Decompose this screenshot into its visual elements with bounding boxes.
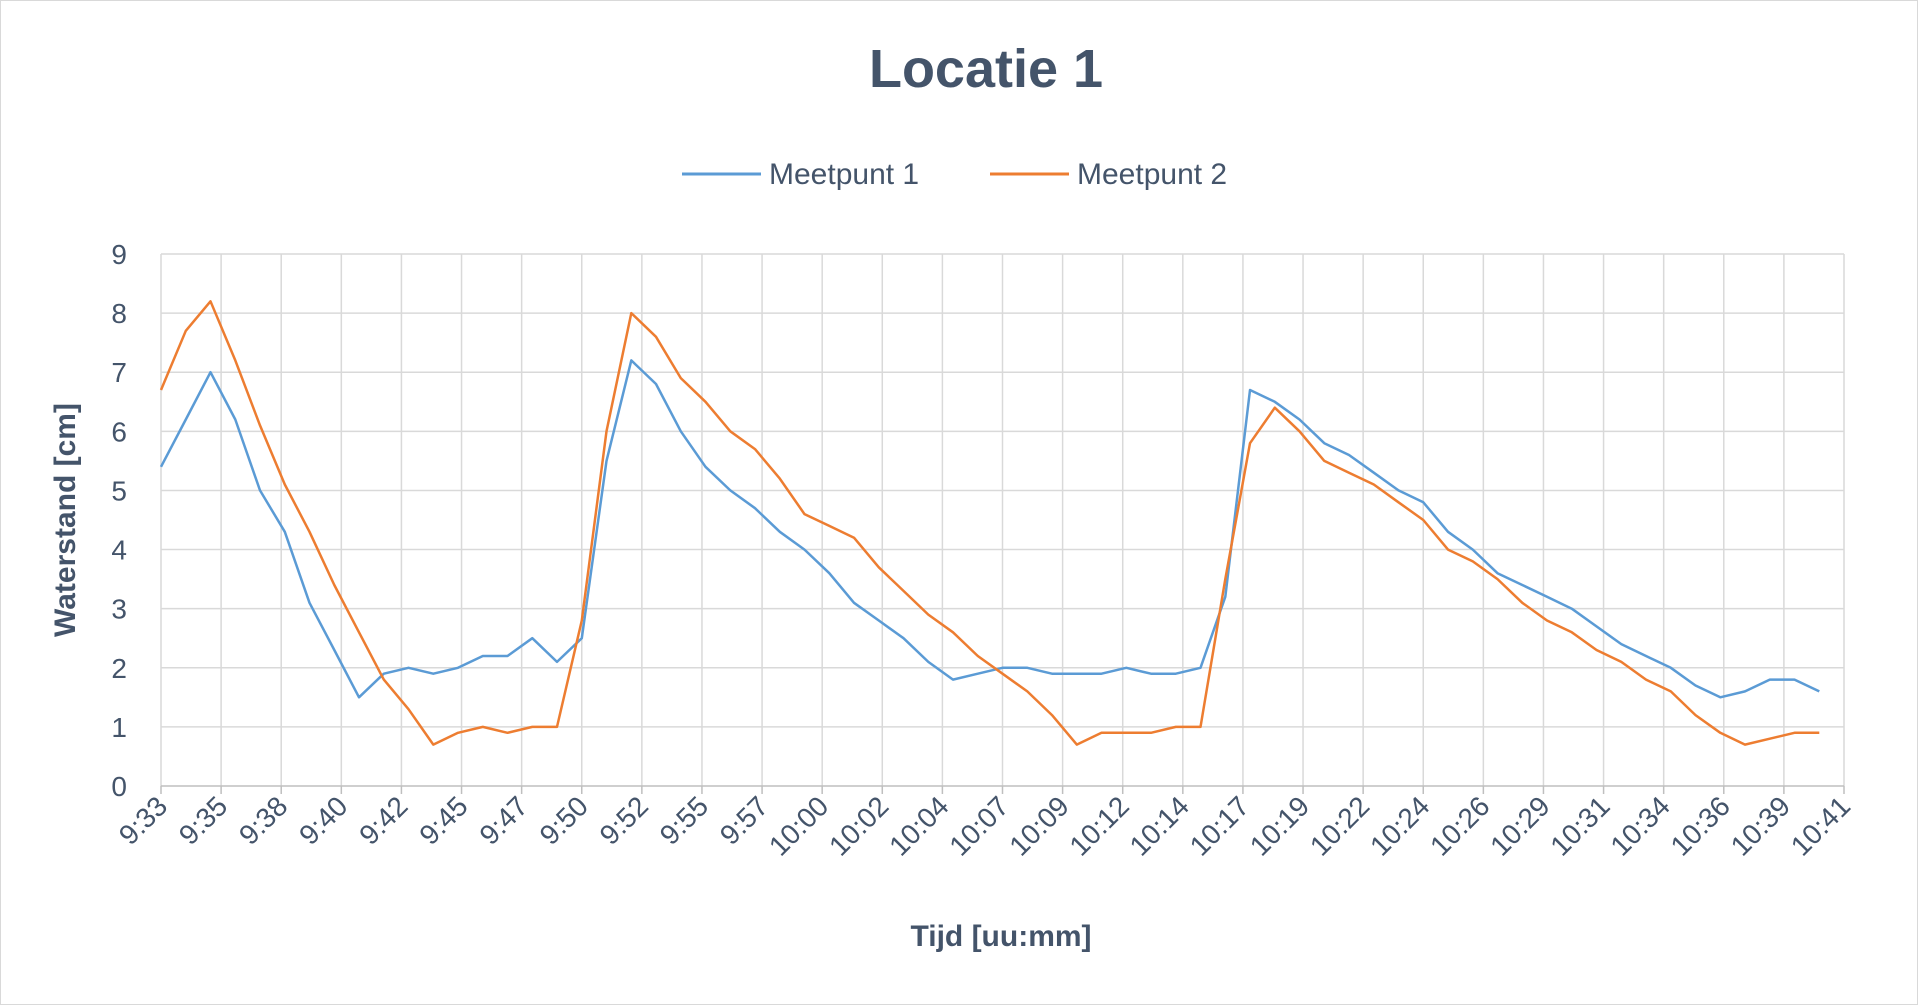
x-tick-label: 10:29 (1484, 790, 1555, 861)
x-tick-label: 10:19 (1244, 790, 1315, 861)
y-tick-label: 0 (111, 771, 127, 802)
y-tick-label: 7 (111, 357, 127, 388)
x-tick-label: 10:04 (883, 790, 954, 861)
y-tick-label: 5 (111, 475, 127, 506)
x-tick-labels: 9:33 9:35 9:38 9:40 9:42 9:45 9:47 9:50 9:52 9:55… (113, 790, 1856, 861)
series-lines (159, 300, 1820, 746)
x-tick-label: 10:12 (1063, 790, 1134, 861)
x-tick-label: 10:39 (1725, 790, 1796, 861)
y-tick-label: 2 (111, 653, 127, 684)
x-tick-label: 9:50 (534, 790, 594, 850)
x-tick-label: 10:07 (943, 790, 1014, 861)
legend-label-series-2: Meetpunt 2 (1077, 158, 1227, 191)
y-tick-labels: 0 1 2 3 4 5 6 7 8 9 (111, 239, 127, 802)
x-tick-label: 9:42 (353, 790, 413, 850)
x-tick-label: 10:00 (763, 790, 834, 861)
x-tick-label: 10:24 (1364, 790, 1435, 861)
y-tick-label: 1 (111, 712, 127, 743)
x-tick-label: 9:52 (594, 790, 654, 850)
y-tick-label: 6 (111, 416, 127, 447)
x-tick-label: 10:36 (1665, 790, 1736, 861)
x-tick-label: 9:40 (293, 790, 353, 850)
x-tick-label: 10:34 (1604, 790, 1675, 861)
axes (160, 785, 1845, 794)
y-tick-label: 8 (111, 298, 127, 329)
y-axis-title: Waterstand [cm] (49, 403, 82, 637)
y-tick-label: 3 (111, 594, 127, 625)
x-tick-label: 10:14 (1124, 790, 1195, 861)
x-tick-label: 10:22 (1304, 790, 1375, 861)
series-line-1 (159, 359, 1820, 699)
gridlines (160, 253, 1845, 786)
legend: Meetpunt 1 Meetpunt 2 (682, 158, 1227, 191)
x-tick-label: 10:09 (1003, 790, 1074, 861)
x-tick-label: 10:26 (1424, 790, 1495, 861)
x-tick-label: 9:38 (233, 790, 293, 850)
x-tick-label: 10:31 (1544, 790, 1615, 861)
x-tick-label: 9:55 (654, 790, 714, 850)
y-tick-label: 4 (111, 535, 127, 566)
x-tick-label: 9:45 (413, 790, 473, 850)
legend-label-series-1: Meetpunt 1 (769, 158, 919, 191)
x-tick-label: 10:41 (1785, 790, 1856, 861)
x-axis-title: Tijd [uu:mm] (910, 920, 1091, 953)
y-tick-label: 9 (111, 239, 127, 270)
chart-title: Locatie 1 (869, 39, 1103, 99)
x-tick-label: 9:47 (473, 790, 533, 850)
x-tick-label: 10:17 (1184, 790, 1255, 861)
x-tick-label: 9:35 (173, 790, 233, 850)
x-tick-label: 10:02 (823, 790, 894, 861)
series-line-2 (159, 300, 1820, 746)
